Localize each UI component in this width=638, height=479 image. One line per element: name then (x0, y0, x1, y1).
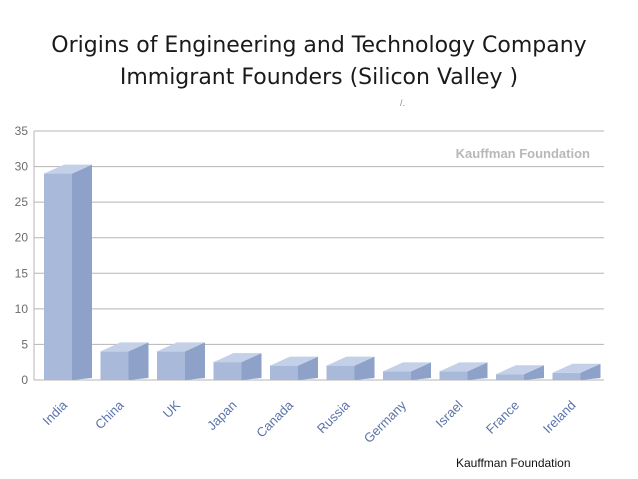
source-caption: Kauffman Foundation (456, 456, 571, 470)
bar (496, 365, 544, 380)
bar-side (128, 342, 149, 380)
watermark-layer: Kauffman Foundation (456, 146, 590, 161)
y-tick-label: 35 (15, 124, 29, 138)
x-tick-label: Russia (314, 397, 353, 436)
slide-title-line-1: Origins of Engineering and Technology Co… (51, 33, 587, 58)
y-tick-label: 0 (21, 373, 28, 387)
bar-front (213, 362, 242, 380)
x-tick-label: India (40, 397, 71, 428)
bar-top (270, 356, 318, 366)
bar (213, 353, 262, 380)
bar-front (439, 371, 468, 380)
bar-front (496, 374, 524, 380)
x-tick-label: Germany (361, 397, 410, 446)
slide-title: Origins of Engineering and Technology Co… (0, 30, 638, 94)
bar-top (496, 365, 544, 375)
x-tick-label: Israel (433, 397, 466, 430)
bar-front (326, 365, 355, 380)
bar-top (157, 342, 205, 352)
x-axis-labels: India China UK Japan Canada Russia Germany Isra… (40, 397, 579, 446)
bar-chart: Kauffman Foundation 0 5 10 15 20 25 30 35 India… (15, 124, 604, 446)
bar-front (552, 372, 581, 380)
bar-top (213, 353, 262, 363)
x-tick-label: Ireland (540, 398, 579, 437)
bar-side (185, 342, 205, 380)
bar-front (100, 351, 129, 380)
x-tick-label: Canada (253, 397, 296, 440)
x-tick-label: Japan (204, 398, 240, 434)
grid-layer (33, 130, 604, 381)
bar (383, 362, 431, 380)
bar (439, 362, 488, 380)
bar-side (467, 362, 488, 380)
bar (270, 356, 318, 380)
bar-side (72, 164, 92, 380)
y-tick-label: 20 (15, 231, 29, 245)
bar (100, 342, 149, 380)
bars (44, 164, 601, 380)
bar-front (157, 351, 185, 380)
bar-top (439, 362, 488, 372)
bar-side (580, 363, 601, 380)
bar (552, 363, 601, 380)
x-tick-label: UK (160, 397, 184, 421)
y-tick-label: 25 (15, 195, 29, 209)
bar-side (241, 353, 262, 380)
bar-top (326, 356, 375, 366)
y-tick-label: 15 (15, 266, 29, 280)
bar-front (383, 371, 411, 380)
bar-top (383, 362, 431, 372)
watermark-label: Kauffman Foundation (456, 146, 590, 161)
x-tick-label: China (92, 397, 127, 432)
bar-front (270, 365, 298, 380)
y-tick-label: 30 (15, 160, 29, 174)
slide-title-line-2: Immigrant Founders (Silicon Valley ) (119, 65, 519, 90)
bar (157, 342, 205, 380)
bar-front (44, 173, 72, 380)
y-tick-label: 10 (15, 302, 29, 316)
bar-top (100, 342, 149, 352)
bar (44, 164, 92, 380)
bar-side (354, 356, 375, 380)
stray-mark: /. (400, 98, 406, 108)
y-tick-label: 5 (21, 337, 28, 351)
bar-side (298, 356, 318, 380)
bar-top (552, 363, 601, 373)
y-axis-ticks: 0 5 10 15 20 25 30 35 (15, 124, 29, 387)
x-tick-label: France (483, 398, 522, 437)
bar-side (411, 362, 431, 380)
bar-side (524, 365, 544, 380)
bar-top (44, 164, 92, 174)
bar (326, 356, 375, 380)
